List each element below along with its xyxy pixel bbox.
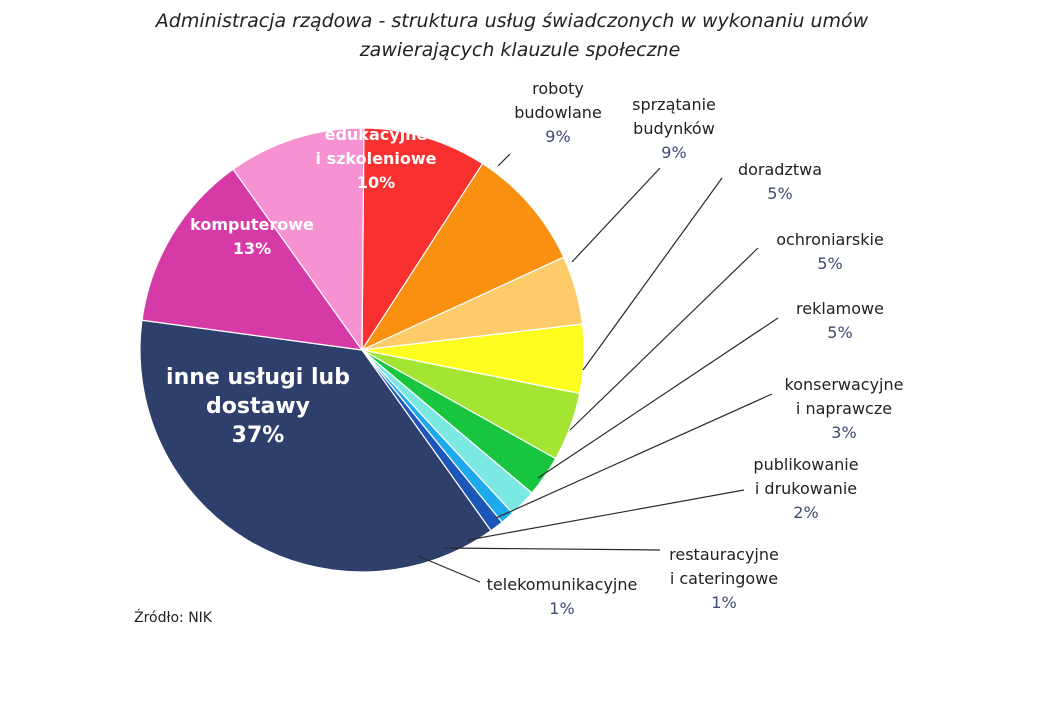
pie-slice-edukacyjne (232, 127, 365, 352)
leader-line-roboty (497, 153, 511, 167)
leader-line-sprzatanie (571, 167, 661, 263)
slice-name-roboty-0: roboty (532, 79, 584, 98)
slice-name-edukacyjne-1: i szkoleniowe (316, 149, 437, 168)
slice-name-roboty-1: budowlane (514, 103, 602, 122)
slice-pct-publikowanie: 2% (793, 503, 818, 522)
slice-pct-ochroniarskie: 5% (817, 254, 842, 273)
slice-labels: roboty budowlane 9% sprzątanie budynków 9% dor… (166, 79, 903, 618)
leader-line-ochroniarskie (569, 247, 759, 431)
slice-pct-telekomunikacyjne: 1% (549, 599, 574, 618)
leader-lines (417, 153, 779, 583)
slice-label-restauracyjne: restauracyjne i cateringowe 1% (669, 545, 779, 612)
slice-pct-komputerowe: 13% (233, 239, 271, 258)
pie-slice-komputerowe (141, 168, 364, 351)
slice-pct-doradztwa: 5% (767, 184, 792, 203)
slice-label-edukacyjne: edukacyjne i szkoleniowe 10% (316, 125, 437, 192)
chart-title-line-1: Administracja rządowa - struktura usług … (154, 10, 869, 32)
slice-label-reklamowe: reklamowe 5% (796, 299, 884, 342)
slice-pct-roboty: 9% (545, 127, 570, 146)
slice-name-sprzatanie-1: budynków (633, 119, 715, 138)
slice-name-sprzatanie-0: sprzątanie (632, 95, 716, 114)
slice-name-ochroniarskie-0: ochroniarskie (776, 230, 884, 249)
leader-line-reklamowe (537, 317, 779, 479)
chart-title: Administracja rządowa - struktura usług … (154, 10, 869, 61)
slice-label-ochroniarskie: ochroniarskie 5% (776, 230, 884, 273)
slice-pct-restauracyjne: 1% (711, 593, 736, 612)
pie-slice-roboty (361, 127, 484, 353)
leader-line-restauracyjne (444, 547, 661, 551)
slice-name-komputerowe-0: komputerowe (190, 215, 314, 234)
slice-name-inne-1: dostawy (206, 394, 310, 419)
leader-line-publikowanie (467, 489, 745, 541)
source-note: Źródło: NIK (134, 608, 213, 626)
slice-name-reklamowe-0: reklamowe (796, 299, 884, 318)
slice-label-telekomunikacyjne: telekomunikacyjne 1% (487, 575, 638, 618)
leader-line-telekomunikacyjne (417, 555, 481, 583)
leader-line-doradztwa (582, 177, 723, 371)
slice-name-restauracyjne-1: i cateringowe (670, 569, 778, 588)
slice-name-doradztwa-0: doradztwa (738, 160, 822, 179)
pie-slice-sprzatanie (360, 162, 565, 352)
slice-pct-reklamowe: 5% (827, 323, 852, 342)
slice-name-restauracyjne-0: restauracyjne (669, 545, 779, 564)
chart-title-line-2: zawierających klauzule społeczne (359, 39, 681, 61)
pie-slice-inne (139, 319, 492, 573)
slice-label-konserwacyjne: konserwacyjne i naprawcze 3% (785, 375, 904, 442)
slice-label-doradztwa: doradztwa 5% (738, 160, 822, 203)
slice-name-publikowanie-1: i drukowanie (755, 479, 857, 498)
slice-name-edukacyjne-0: edukacyjne (325, 125, 428, 144)
slice-label-publikowanie: publikowanie i drukowanie 2% (753, 455, 858, 522)
slice-label-komputerowe: komputerowe 13% (190, 215, 314, 258)
slice-pct-konserwacyjne: 3% (831, 423, 856, 442)
leader-line-konserwacyjne (495, 393, 773, 519)
slice-label-sprzatanie: sprzątanie budynków 9% (632, 95, 716, 162)
slice-label-roboty: roboty budowlane 9% (514, 79, 602, 146)
slice-label-inne: inne usługi lub dostawy 37% (166, 365, 350, 448)
pie-slices (139, 127, 585, 573)
slice-pct-sprzatanie: 9% (661, 143, 686, 162)
slice-name-konserwacyjne-0: konserwacyjne (785, 375, 904, 394)
slice-pct-edukacyjne: 10% (357, 173, 395, 192)
slice-name-telekomunikacyjne-0: telekomunikacyjne (487, 575, 638, 594)
slice-pct-inne: 37% (232, 423, 285, 448)
slice-name-inne-0: inne usługi lub (166, 365, 350, 390)
slice-name-publikowanie-0: publikowanie (753, 455, 858, 474)
slice-name-konserwacyjne-1: i naprawcze (796, 399, 892, 418)
